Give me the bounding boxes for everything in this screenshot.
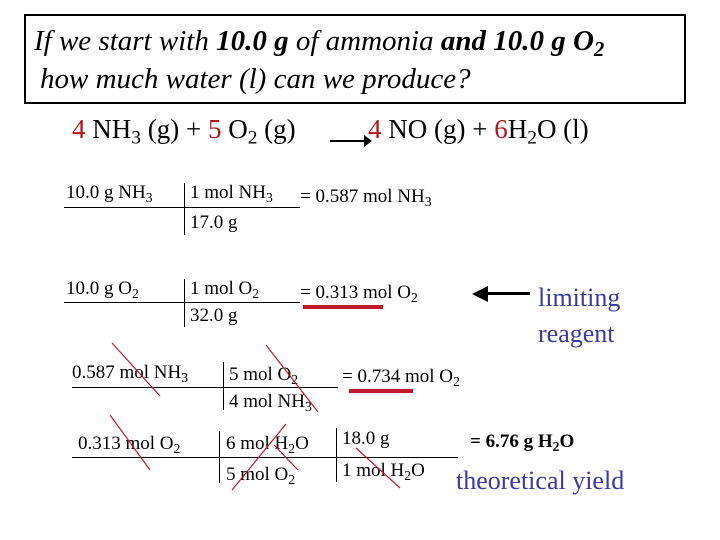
calc1-result: = 0.587 mol NH3 [300,186,432,209]
calc1-numerator: 1 mol NH3 [190,182,273,205]
coefficient-nh3: 4 [72,114,86,144]
calc2-denominator: 32.0 g [190,305,238,326]
coefficient-o2: 5 [207,114,222,144]
reaction-arrow-head [364,135,372,147]
calc3-divider [223,362,224,410]
cancel-nh3-denominator [265,344,319,413]
calc4-denominator-2: 1 mol H2O [342,460,425,483]
question-box: If we start with 10.0 g of ammonia and 1… [24,14,686,104]
calc1-divider [184,183,185,235]
cancel-h2o-numerator [273,444,299,471]
cancel-h2o-denominator [355,447,401,489]
calc3-given: 0.587 mol NH3 [72,362,189,385]
calc2-result: = 0.313 mol O2 [300,282,418,305]
calc4-result: = 6.76 g H2O [470,431,575,454]
equation-products: 4 NO (g) + 6H2O (l) [368,114,589,149]
calc4-denominator-1: 5 mol O2 [226,464,296,487]
coefficient-h2o: 6 [494,114,508,144]
cancel-nh3-given [111,342,161,397]
calc1-fraction-line [64,207,300,208]
calc2-given: 10.0 g O2 [66,278,139,301]
calc4-given: 0.313 mol O2 [78,433,181,456]
calc3-numerator: 5 mol O2 [229,364,299,387]
coefficient-no: 4 [368,114,382,144]
question-line-2: how much water (l) can we produce? [40,63,471,95]
calc1-given: 10.0 g NH3 [66,182,153,205]
calc2-numerator: 1 mol O2 [190,278,260,301]
calc4-divider-2 [336,428,337,482]
cancel-o2-given [109,414,151,471]
balanced-equation: 4 NH3 (g) + 5 O2 (g) [72,114,296,149]
calc2-fraction-line [64,302,300,303]
calc3-result: = 0.734 mol O2 [342,366,460,389]
reaction-arrow [330,140,370,142]
calc3-result-highlight [349,389,413,393]
calc3-denominator: 4 mol NH3 [229,391,312,414]
question-line-1: If we start with 10.0 g of ammonia and 1… [34,25,605,61]
calc4-numerator-1: 6 mol H2O [226,433,309,456]
calc3-fraction-line [72,387,338,388]
calc1-denominator: 17.0 g [190,212,238,233]
calc2-divider [184,279,185,327]
calc2-result-highlight [303,305,383,309]
pointer-arrow-head [472,286,488,302]
theoretical-yield-note: theoretical yield [456,466,625,495]
pointer-arrow-shaft [486,292,530,295]
calc4-fraction-line [72,457,458,458]
cancel-o2-denominator [231,423,287,491]
calc4-numerator-2: 18.0 g [342,428,390,449]
limiting-reagent-note: limiting reagent [538,283,621,348]
